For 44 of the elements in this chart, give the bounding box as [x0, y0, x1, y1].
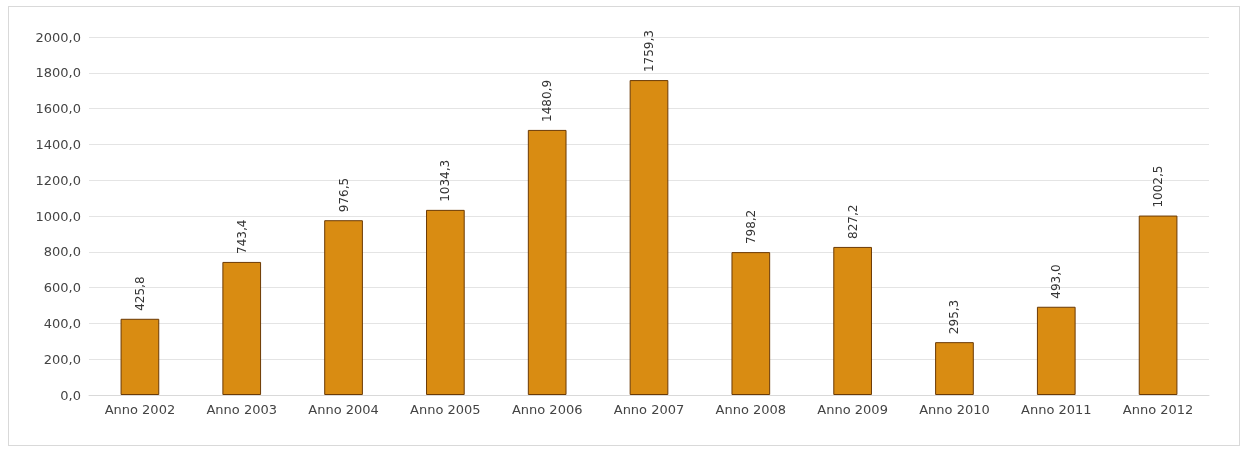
y-tick-label: 800,0: [43, 244, 81, 260]
bar: [426, 209, 465, 395]
bar: [731, 252, 771, 395]
x-tick-label: Anno 2006: [511, 402, 583, 417]
data-label: 976,5: [336, 177, 351, 213]
y-tick-label: 200,0: [43, 351, 81, 367]
data-label: 743,4: [234, 219, 249, 254]
y-tick-label: 1400,0: [35, 136, 81, 152]
x-tick-label: Anno 2002: [104, 402, 176, 417]
data-label: 1759,3: [642, 30, 656, 73]
y-tick-label: 600,0: [43, 280, 81, 296]
y-tick-label: 1000,0: [35, 208, 81, 224]
bar: [935, 342, 974, 395]
x-tick-label: Anno 2003: [206, 402, 277, 417]
bar: [1138, 215, 1178, 395]
x-tick-label: Anno 2009: [817, 402, 888, 417]
y-tick-label: 1200,0: [35, 172, 81, 188]
y-tick-label: 400,0: [43, 315, 81, 331]
data-label: 827,2: [845, 204, 860, 239]
data-label: 1034,3: [438, 159, 453, 202]
bar: [629, 80, 669, 395]
x-tick-label: Anno 2004: [308, 402, 379, 417]
bar: [527, 129, 567, 395]
bar: [833, 246, 872, 395]
x-tick-label: Anno 2010: [919, 402, 990, 417]
x-tick-label: Anno 2012: [1122, 402, 1194, 417]
data-label: 295,3: [947, 299, 962, 335]
bar: [324, 220, 363, 395]
data-label: 1002,5: [1151, 165, 1166, 208]
data-label: 1480,9: [540, 79, 555, 122]
y-tick-label: 1800,0: [35, 65, 81, 81]
y-tick-label: 1600,0: [35, 101, 81, 117]
bar: [1036, 306, 1076, 395]
x-tick-label: Anno 2008: [715, 402, 787, 417]
y-tick-label: 0,0: [60, 387, 81, 403]
y-tick-label: 2000,0: [35, 29, 81, 45]
bar: [120, 318, 160, 395]
bar: [222, 261, 262, 395]
data-label: 798,2: [743, 209, 758, 245]
data-label: 425,8: [132, 276, 147, 311]
x-tick-label: Anno 2011: [1021, 402, 1092, 417]
data-label: 493,0: [1049, 264, 1064, 299]
x-tick-label: Anno 2007: [613, 402, 685, 417]
x-tick-label: Anno 2005: [410, 402, 481, 417]
